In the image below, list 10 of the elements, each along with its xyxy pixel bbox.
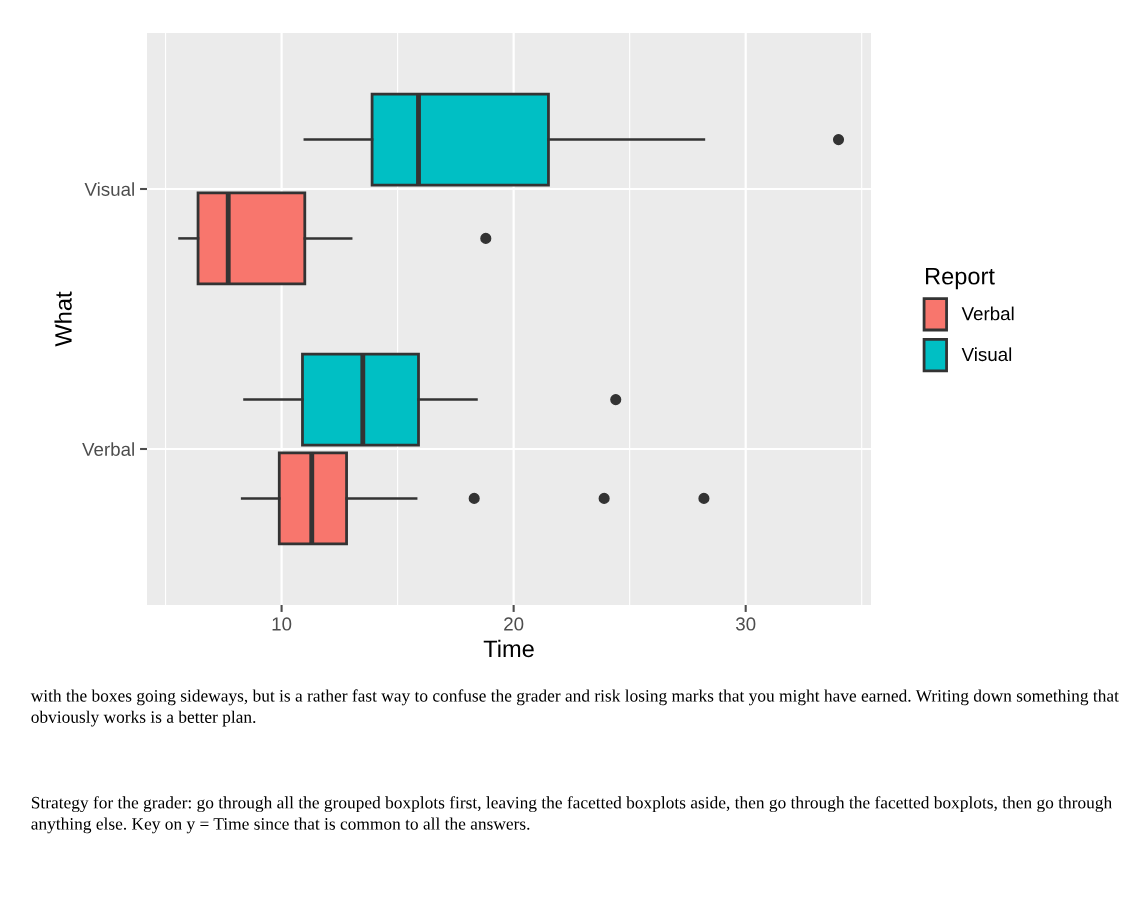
x-tick-label: 30 (735, 617, 756, 631)
x-tick-label: 20 (504, 617, 524, 631)
x-axis-title: Time (483, 639, 534, 658)
text: with the boxes going sideways, but is a rather fast way to confuse the grader and risk losing marks that you might have earned. Writing down something that obviously works is a better plan. (30, 689, 1119, 727)
legend-title: Report (926, 268, 995, 290)
y-axis-title: What (54, 291, 72, 347)
x-tick-label: 10 (272, 617, 292, 631)
text: Strategy for the grader: go through all the grouped boxplots first, leaving the facetted boxplots aside, then go through the facetted boxplots, then go through anything else. Key on y = Time since that is common to all the answers. (31, 796, 1112, 834)
legend-label: Visual (961, 347, 1012, 362)
legend-label: Verbal (961, 306, 1014, 321)
